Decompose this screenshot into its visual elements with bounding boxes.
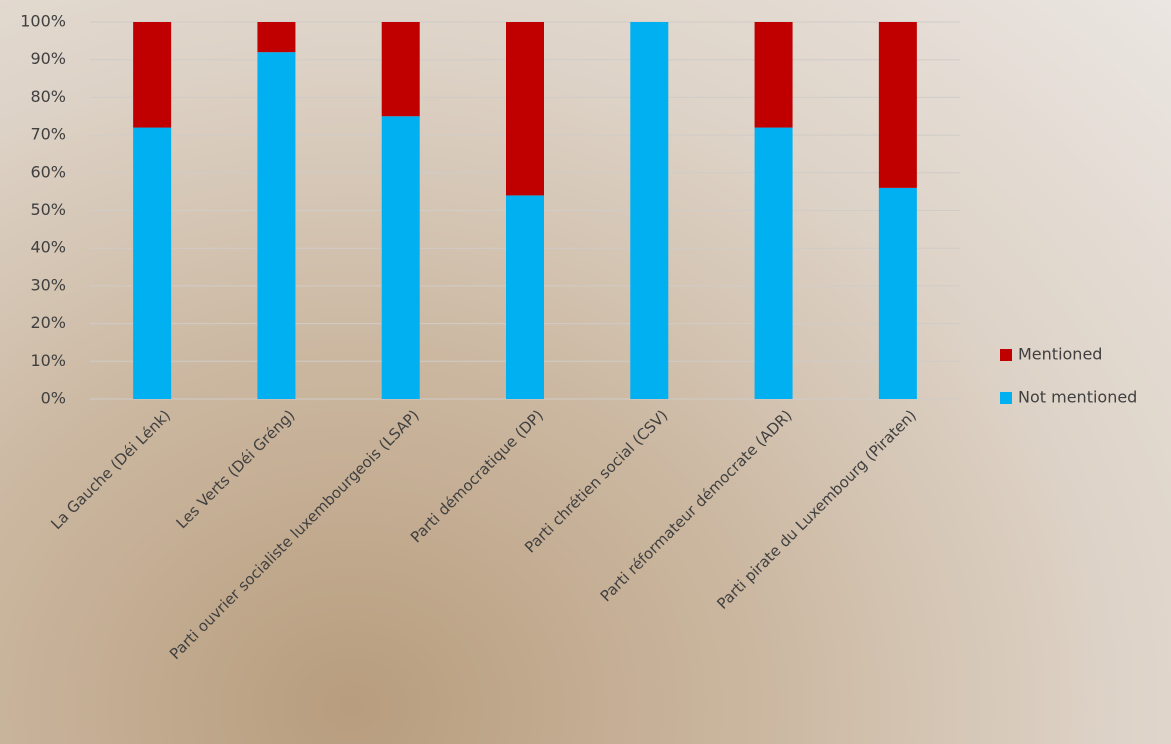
- legend-swatch: [1000, 349, 1012, 361]
- legend-label: Mentioned: [1018, 345, 1102, 364]
- y-tick-label: 60%: [30, 162, 66, 181]
- y-tick-label: 10%: [30, 351, 66, 370]
- bar-segment: [257, 22, 296, 53]
- bar-segment: [506, 22, 544, 196]
- bar-segment: [257, 52, 296, 399]
- bar-segment: [133, 22, 172, 128]
- bar-segment: [381, 116, 420, 399]
- x-tick-label: Parti pirate du Luxembourg (Piraten): [713, 406, 920, 613]
- bar-segment: [878, 187, 917, 399]
- y-tick-label: 50%: [30, 200, 66, 219]
- bar-segment: [133, 127, 172, 399]
- y-tick-label: 40%: [30, 238, 66, 257]
- bar-segment: [381, 22, 420, 117]
- bar-segment: [506, 195, 544, 399]
- y-tick-label: 90%: [30, 49, 66, 68]
- y-tick-label: 30%: [30, 275, 66, 294]
- legend-swatch: [1000, 392, 1012, 404]
- legend-label: Not mentioned: [1018, 388, 1137, 407]
- y-tick-label: 80%: [30, 87, 66, 106]
- bar-segment: [754, 127, 793, 399]
- x-tick-label: Parti démocratique (DP): [407, 406, 547, 546]
- bar-segment: [630, 22, 669, 399]
- y-tick-label: 70%: [30, 125, 66, 144]
- x-tick-label: Parti chrétien social (CSV): [521, 406, 671, 556]
- x-tick-label: Parti ouvrier socialiste luxembourgeois …: [166, 406, 423, 663]
- bar-segment: [754, 22, 793, 128]
- bar-segment: [878, 22, 917, 188]
- y-tick-label: 0%: [41, 389, 66, 408]
- x-tick-label: Les Verts (Déi Gréng): [173, 406, 299, 532]
- y-tick-label: 20%: [30, 313, 66, 332]
- y-tick-label: 100%: [20, 12, 66, 31]
- x-tick-label: Parti réformateur démocrate (ADR): [597, 406, 796, 605]
- x-tick-label: La Gauche (Déi Lénk): [47, 406, 174, 533]
